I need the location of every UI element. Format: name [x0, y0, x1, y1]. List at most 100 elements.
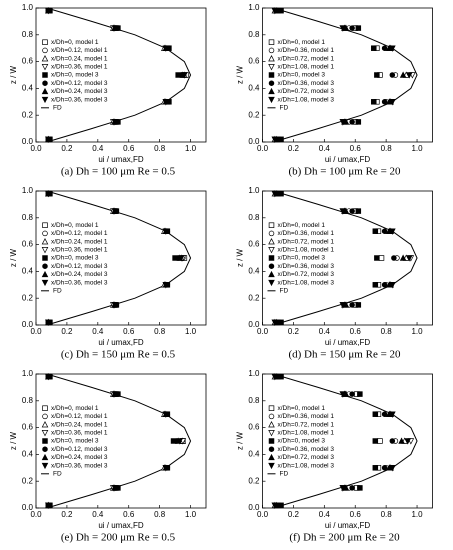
marker	[45, 319, 52, 326]
panel: 0.0 0.2 0.4 0.6 0.8 1.0 0.0 0.2 0.4 0.6 0.8 1.0 ui /…	[236, 369, 433, 544]
x-tick-label: 0.0	[257, 510, 269, 519]
y-tick-label: 1.0	[22, 186, 34, 195]
marker	[41, 453, 49, 461]
marker	[162, 99, 170, 106]
y-tick-label: 0.8	[248, 213, 260, 222]
marker	[268, 87, 275, 95]
legend-label: x/Dh=0, model 1	[51, 405, 99, 412]
x-tick-label: 0.2	[61, 510, 73, 519]
x-tick-label: 0.8	[154, 327, 166, 336]
marker	[181, 72, 188, 79]
y-tick-label: 0.8	[248, 396, 260, 405]
legend: x/Dh=0, model 1x/Dh=0.12, model 1 x/Dh=0.…	[41, 39, 108, 112]
marker	[45, 136, 52, 143]
y-axis-label: z / W	[9, 431, 18, 450]
legend-label: x/Dh=0.24, model 1	[51, 238, 108, 245]
legend-label: x/Dh=0.36, model 1	[278, 230, 335, 237]
marker	[268, 55, 275, 62]
marker	[45, 373, 52, 381]
y-tick-label: 0.4	[248, 267, 260, 276]
marker	[381, 282, 388, 288]
marker	[162, 45, 170, 52]
marker	[349, 391, 355, 397]
marker	[268, 430, 275, 437]
y-tick-label: 0.4	[248, 450, 260, 459]
panel-caption: (a) Dh = 100 μm Re = 0.5	[61, 166, 176, 178]
marker	[268, 453, 275, 461]
marker	[42, 263, 48, 269]
legend-label: FD	[53, 471, 62, 478]
marker	[268, 47, 275, 54]
marker	[42, 47, 48, 54]
panel-caption: (c) Dh = 150 μm Re = 0.5	[61, 349, 176, 361]
x-tick-label: 0.8	[381, 327, 393, 336]
x-tick-label: 1.0	[411, 144, 423, 153]
marker	[371, 45, 377, 51]
y-tick-label: 0.6	[22, 240, 34, 249]
x-tick-label: 0.4	[319, 144, 331, 153]
marker	[268, 462, 275, 470]
legend: x/Dh=0, model 1x/Dh=0.36, model 1x/Dh=0.…	[267, 405, 335, 478]
x-tick-label: 0.0	[257, 327, 269, 336]
panel: 0.0 0.2 0.4 0.6 0.8 1.0 0.0 0.2 0.4 0.6 0.8 1.0 ui /…	[9, 369, 207, 544]
marker	[381, 228, 388, 234]
x-tick-label: 0.0	[30, 144, 42, 153]
marker	[339, 119, 347, 126]
marker	[268, 238, 275, 245]
y-tick-label: 0.8	[22, 213, 34, 222]
marker	[45, 190, 52, 198]
y-axis-label: z / W	[9, 65, 18, 84]
legend-label: x/Dh=0.36, model 3	[278, 80, 335, 87]
legend-label: x/Dh=0.36, model 1	[51, 64, 108, 71]
legend-label: x/Dh=0.12, model 1	[51, 47, 108, 54]
marker	[271, 319, 279, 326]
marker	[398, 437, 405, 444]
legend-label: x/Dh=1.08, model 3	[278, 96, 335, 103]
marker	[42, 446, 48, 452]
legend-label: x/Dh=0, model 3	[51, 438, 99, 445]
marker	[372, 438, 379, 444]
marker	[41, 96, 49, 104]
marker	[162, 465, 170, 472]
x-tick-label: 0.4	[319, 327, 331, 336]
y-axis-label: z / W	[236, 431, 245, 450]
marker	[268, 405, 275, 411]
marker	[42, 405, 48, 411]
marker	[41, 462, 49, 470]
legend-label: x/Dh=0.36, model 1	[51, 430, 108, 437]
x-tick-label: 0.8	[154, 510, 166, 519]
y-tick-label: 0.2	[248, 293, 260, 302]
marker	[271, 502, 279, 509]
legend-label: FD	[280, 471, 289, 478]
marker	[389, 99, 396, 106]
legend-label: x/Dh=0.36, model 1	[278, 47, 335, 54]
x-tick-label: 0.8	[381, 510, 393, 519]
marker	[45, 7, 52, 15]
x-tick-label: 1.0	[185, 327, 197, 336]
legend-label: x/Dh=1.08, model 1	[278, 64, 335, 71]
y-tick-label: 0.2	[22, 293, 34, 302]
plot-frame	[35, 373, 207, 509]
marker	[41, 279, 49, 287]
legend: x/Dh=0, model 1x/Dh=0.12, model 1x/Dh=0.…	[41, 222, 108, 295]
y-tick-label: 0.0	[22, 137, 34, 146]
legend-label: x/Dh=0, model 1	[51, 39, 99, 46]
legend-label: x/Dh=0, model 3	[278, 438, 326, 445]
marker	[391, 255, 397, 261]
y-tick-label: 0.8	[22, 396, 34, 405]
legend-label: FD	[280, 288, 289, 295]
marker	[268, 39, 275, 45]
legend-label: x/Dh=1.08, model 1	[278, 247, 335, 254]
marker	[339, 391, 347, 398]
legend-label: x/Dh=0, model 3	[51, 255, 99, 262]
legend-label: x/Dh=1.08, model 3	[278, 462, 335, 469]
marker	[268, 263, 275, 269]
y-tick-label: 0.4	[22, 84, 34, 93]
legend-label: x/Dh=1.08, model 1	[278, 430, 335, 437]
x-tick-label: 0.0	[257, 144, 269, 153]
marker	[355, 208, 362, 214]
y-tick-label: 0.2	[248, 476, 260, 485]
marker	[381, 99, 388, 105]
marker	[357, 391, 363, 397]
